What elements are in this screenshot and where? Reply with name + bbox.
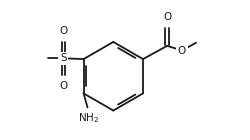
Text: O: O [60, 81, 68, 91]
Text: O: O [163, 12, 172, 22]
Text: O: O [178, 46, 186, 55]
Text: O: O [60, 26, 68, 36]
Text: NH$_2$: NH$_2$ [78, 111, 99, 125]
Text: S: S [60, 53, 67, 63]
